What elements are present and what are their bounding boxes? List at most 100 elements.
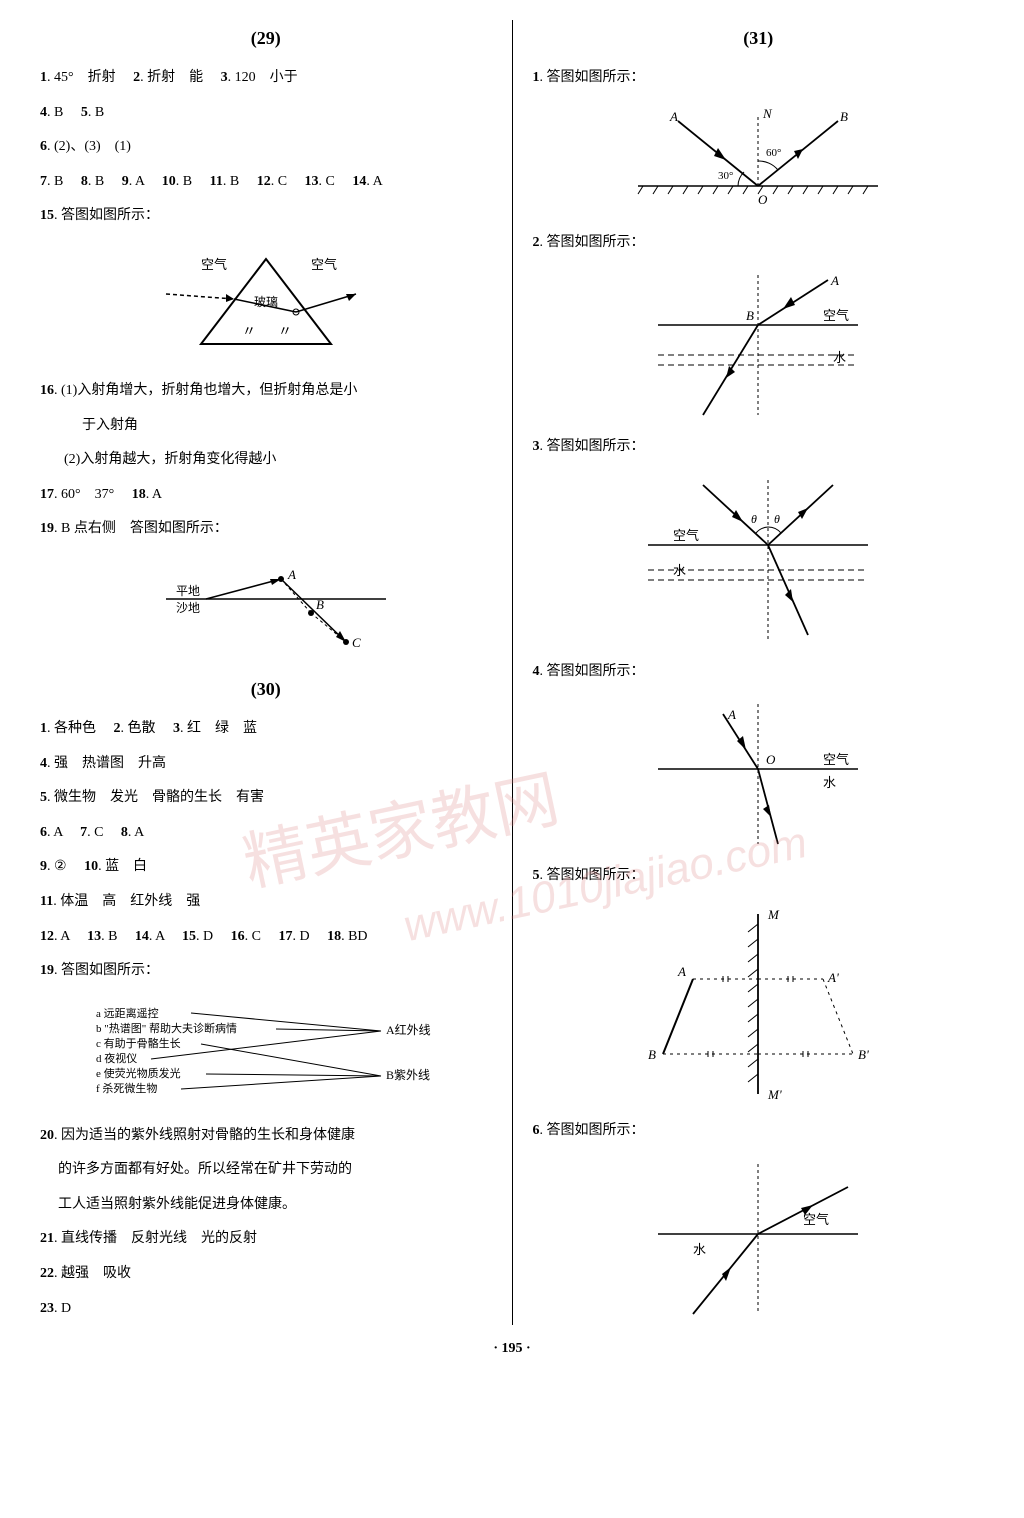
item-text: . 因为适当的紫外线照射对骨骼的生长和身体健康 bbox=[54, 1128, 355, 1143]
label-B: B bbox=[316, 597, 324, 612]
label-water: 水 bbox=[673, 563, 686, 578]
answer-line: 19. B 点右侧 答图如图所示： bbox=[40, 516, 492, 543]
answer-line: 15. 答图如图所示： bbox=[40, 203, 492, 230]
answer-line: 23. D bbox=[40, 1296, 492, 1323]
section-29-header: (29) bbox=[40, 28, 492, 49]
label-air: 空气 bbox=[311, 257, 337, 272]
label-O: O bbox=[758, 192, 768, 207]
figure-q31-3: 空气 水 θ θ bbox=[533, 475, 985, 645]
item-number: 2 bbox=[114, 721, 121, 736]
label-B-UV: B紫外线 bbox=[386, 1068, 430, 1082]
item-number: 8 bbox=[121, 825, 128, 840]
answer-line: 4. 强 热谱图 升高 bbox=[40, 751, 492, 778]
label-f: f 杀死微生物 bbox=[96, 1081, 157, 1095]
label-air: 空气 bbox=[823, 308, 849, 323]
item-number: 3 bbox=[173, 721, 180, 736]
item-text: . 微生物 发光 骨骼的生长 有害 bbox=[47, 790, 264, 805]
item-number: 19 bbox=[40, 521, 54, 536]
item-text: . 越强 吸收 bbox=[54, 1266, 131, 1281]
item-text: . 答图如图所示： bbox=[540, 235, 645, 250]
item-text: . 体温 高 红外线 强 bbox=[53, 894, 200, 909]
item-number: 8 bbox=[81, 174, 88, 189]
item-text: . B bbox=[47, 105, 77, 120]
label-a: a 远距离遥控 bbox=[96, 1006, 159, 1020]
figure-q29-15: 空气 空气 玻璃 〃 〃 bbox=[40, 244, 492, 364]
label-Mp: M' bbox=[767, 1087, 782, 1102]
item-number: 4 bbox=[40, 756, 47, 771]
item-number: 17 bbox=[278, 929, 292, 944]
page-number: · 195 · bbox=[40, 1341, 984, 1357]
section-30-header: (30) bbox=[40, 679, 492, 700]
item-number: 6 bbox=[533, 1123, 540, 1138]
item-number: 21 bbox=[40, 1231, 54, 1246]
item-number: 22 bbox=[40, 1266, 54, 1281]
item-text: . 强 热谱图 升高 bbox=[47, 756, 166, 771]
item-text: . 45° 折射 bbox=[47, 70, 130, 85]
answer-line: (2)入射角越大，折射角变化得越小 bbox=[40, 447, 492, 474]
label-flat: 平地 bbox=[176, 584, 200, 598]
label-water: 水 bbox=[693, 1242, 706, 1257]
figure-q29-19: 平地 沙地 A B C bbox=[40, 557, 492, 657]
answer-line: 6. 答图如图所示： bbox=[533, 1118, 985, 1145]
figure-q31-2: 空气 水 A B bbox=[533, 270, 985, 420]
item-number: 5 bbox=[81, 105, 88, 120]
item-text: . 色散 bbox=[121, 721, 170, 736]
item-number: 18 bbox=[327, 929, 341, 944]
item-number: 5 bbox=[40, 790, 47, 805]
item-number: 16 bbox=[231, 929, 245, 944]
item-number: 4 bbox=[40, 105, 47, 120]
item-text: . 各种色 bbox=[47, 721, 110, 736]
item-number: 7 bbox=[40, 174, 47, 189]
answer-line: 4. B 5. B bbox=[40, 100, 492, 127]
item-text: . B bbox=[223, 174, 253, 189]
answer-line: 的许多方面都有好处。所以经常在矿井下劳动的 bbox=[40, 1157, 492, 1184]
answer-line: 9. ② 10. 蓝 白 bbox=[40, 854, 492, 881]
label-theta: θ bbox=[751, 512, 757, 526]
label-water: 水 bbox=[833, 350, 846, 365]
item-text: . 答图如图所示： bbox=[540, 439, 645, 454]
answer-line: 19. 答图如图所示： bbox=[40, 958, 492, 985]
label-Bp: B' bbox=[858, 1047, 869, 1062]
answer-line: 1. 答图如图所示： bbox=[533, 65, 985, 92]
item-number: 20 bbox=[40, 1128, 54, 1143]
item-number: 14 bbox=[352, 174, 366, 189]
label-B: B bbox=[746, 308, 754, 323]
item-text: . B 点右侧 答图如图所示： bbox=[54, 521, 228, 536]
right-column: (31) 1. 答图如图所示： N A bbox=[533, 20, 985, 1325]
label-60: 60° bbox=[766, 147, 781, 159]
item-number: 4 bbox=[533, 664, 540, 679]
item-number: 1 bbox=[40, 721, 47, 736]
label-sand: 沙地 bbox=[176, 601, 200, 615]
label-B: B bbox=[648, 1047, 656, 1062]
label-M: M bbox=[767, 907, 780, 922]
label-A-IR: A红外线 bbox=[386, 1022, 431, 1037]
answer-line: 6. (2)、(3) (1) bbox=[40, 134, 492, 161]
item-text: . 答图如图所示： bbox=[54, 208, 159, 223]
answer-line: 22. 越强 吸收 bbox=[40, 1261, 492, 1288]
answer-line: 于入射角 bbox=[40, 413, 492, 440]
item-number: 9 bbox=[40, 859, 47, 874]
item-number: 1 bbox=[40, 70, 47, 85]
label-A: A bbox=[287, 567, 296, 582]
answer-line: 1. 各种色 2. 色散 3. 红 绿 蓝 bbox=[40, 716, 492, 743]
item-text: . 120 小于 bbox=[228, 70, 298, 85]
item-text: . 红 绿 蓝 bbox=[180, 721, 257, 736]
label-A: A bbox=[727, 707, 736, 722]
item-number: 6 bbox=[40, 139, 47, 154]
label-c: c 有助于骨骼生长 bbox=[96, 1036, 181, 1050]
item-text: . B bbox=[88, 105, 104, 120]
item-number: 19 bbox=[40, 963, 54, 978]
label-C: C bbox=[352, 635, 361, 650]
answer-line: 3. 答图如图所示： bbox=[533, 434, 985, 461]
answer-line: 6. A 7. C 8. A bbox=[40, 820, 492, 847]
label-B: B bbox=[840, 109, 848, 124]
item-number: 10 bbox=[162, 174, 176, 189]
item-text: . D bbox=[196, 929, 227, 944]
answer-line: 20. 因为适当的紫外线照射对骨骼的生长和身体健康 bbox=[40, 1123, 492, 1150]
label-30: 30° bbox=[718, 170, 733, 182]
answer-line: 21. 直线传播 反射光线 光的反射 bbox=[40, 1226, 492, 1253]
answer-line: 12. A 13. B 14. A 15. D 16. C 17. D 18. … bbox=[40, 924, 492, 951]
label-A: A bbox=[830, 273, 839, 288]
item-text: . (2)、(3) (1) bbox=[47, 139, 131, 154]
figure-q30-19: a 远距离遥控 b "热谱图" 帮助大夫诊断病情 c 有助于骨骼生长 d 夜视仪… bbox=[40, 999, 492, 1109]
